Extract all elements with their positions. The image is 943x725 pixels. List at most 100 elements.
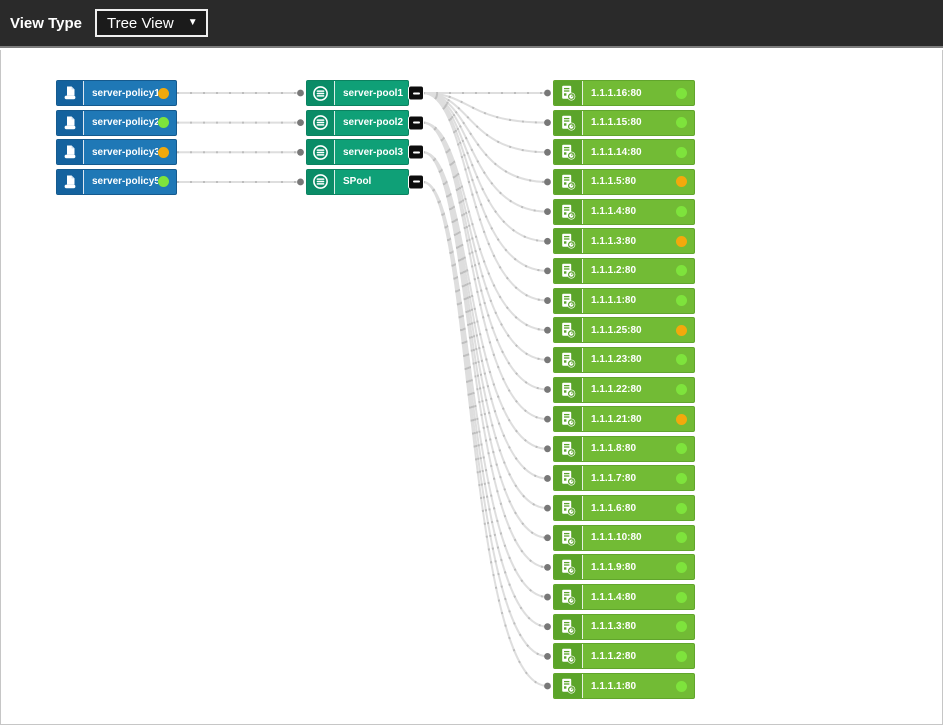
server-address-label: 1.1.1.9:80 <box>591 561 637 573</box>
real-server-node[interactable]: 1.1.1.2:80 <box>553 643 695 670</box>
policy-status-dot <box>158 176 169 188</box>
server-status-icon <box>554 555 583 580</box>
server-status-icon <box>554 644 583 669</box>
server-status-icon <box>554 258 583 283</box>
real-server-node[interactable]: 1.1.1.22:80 <box>553 376 695 403</box>
policy-label: server-policy2 <box>92 117 158 129</box>
real-server-node[interactable]: 1.1.1.5:80 <box>553 168 695 195</box>
pool-list-circle-icon <box>307 140 335 165</box>
real-server-node[interactable]: 1.1.1.7:80 <box>553 465 695 492</box>
server-address-label: 1.1.1.23:80 <box>591 354 642 366</box>
real-server-node[interactable]: 1.1.1.3:80 <box>553 228 695 255</box>
server-status-icon <box>554 140 583 165</box>
collapse-minus-button[interactable] <box>408 174 424 190</box>
server-status-dot <box>676 324 687 336</box>
toolbar: View Type Tree View ▼ <box>0 0 943 48</box>
server-pool-node[interactable]: server-pool2 <box>306 109 424 136</box>
real-server-node[interactable]: 1.1.1.2:80 <box>553 257 695 284</box>
real-server-node[interactable]: 1.1.1.8:80 <box>553 435 695 462</box>
real-server-node[interactable]: 1.1.1.14:80 <box>553 139 695 166</box>
policy-document-icon <box>57 81 84 105</box>
collapse-minus-button[interactable] <box>408 115 424 131</box>
real-server-node[interactable]: 1.1.1.3:80 <box>553 613 695 640</box>
server-address-label: 1.1.1.25:80 <box>591 324 642 336</box>
server-status-dot <box>676 117 687 129</box>
server-status-dot <box>676 235 687 247</box>
policy-status-dot <box>158 117 169 129</box>
real-server-node[interactable]: 1.1.1.23:80 <box>553 346 695 373</box>
server-status-dot <box>676 87 687 99</box>
server-address-label: 1.1.1.3:80 <box>591 235 637 247</box>
server-address-label: 1.1.1.14:80 <box>591 146 642 158</box>
minus-icon <box>412 92 420 94</box>
real-server-node[interactable]: 1.1.1.1:80 <box>553 287 695 314</box>
policy-document-icon <box>57 169 84 194</box>
server-policy-node[interactable]: server-policy2 <box>56 109 177 136</box>
real-server-node[interactable]: 1.1.1.4:80 <box>553 198 695 225</box>
server-address-label: 1.1.1.21:80 <box>591 413 642 425</box>
server-status-dot <box>676 176 687 188</box>
policy-status-dot <box>158 87 169 99</box>
server-policy-node[interactable]: server-policy5 <box>56 168 177 195</box>
real-server-node[interactable]: 1.1.1.10:80 <box>553 524 695 551</box>
server-policy-node[interactable]: server-policy1 <box>56 80 177 106</box>
pool-label: server-pool2 <box>343 117 404 129</box>
server-status-icon <box>554 407 583 432</box>
server-status-icon <box>554 466 583 491</box>
server-pool-node[interactable]: server-pool1 <box>306 80 424 106</box>
server-status-dot <box>676 502 687 514</box>
policy-document-icon <box>57 140 84 165</box>
pool-list-circle-icon <box>307 81 335 105</box>
server-status-dot <box>676 621 687 633</box>
real-server-node[interactable]: 1.1.1.9:80 <box>553 554 695 581</box>
server-status-icon <box>554 436 583 461</box>
view-type-label: View Type <box>10 14 82 32</box>
server-status-icon <box>554 496 583 521</box>
collapse-minus-button[interactable] <box>408 85 424 101</box>
server-address-label: 1.1.1.15:80 <box>591 117 642 129</box>
chevron-down-icon: ▼ <box>187 17 198 28</box>
server-status-icon <box>554 585 583 610</box>
server-status-icon <box>554 525 583 550</box>
server-status-dot <box>676 680 687 692</box>
server-address-label: 1.1.1.6:80 <box>591 502 637 514</box>
real-server-node[interactable]: 1.1.1.15:80 <box>553 109 695 136</box>
minus-icon <box>412 180 420 183</box>
view-type-select[interactable]: Tree View ▼ <box>94 9 208 37</box>
server-address-label: 1.1.1.4:80 <box>591 206 637 218</box>
real-server-node[interactable]: 1.1.1.4:80 <box>553 584 695 611</box>
server-status-dot <box>676 472 687 484</box>
server-policy-node[interactable]: server-policy3 <box>56 139 177 166</box>
server-pool-node[interactable]: server-pool3 <box>306 139 424 166</box>
real-server-node[interactable]: 1.1.1.6:80 <box>553 495 695 522</box>
policy-label: server-policy5 <box>92 176 158 188</box>
collapse-minus-button[interactable] <box>408 144 424 160</box>
server-status-icon <box>554 110 583 135</box>
server-status-dot <box>676 384 687 395</box>
minus-icon <box>412 151 420 154</box>
server-status-dot <box>676 295 687 307</box>
pool-label: SPool <box>343 176 372 188</box>
server-status-icon <box>554 199 583 224</box>
server-pool-node[interactable]: SPool <box>306 168 424 195</box>
server-status-icon <box>554 377 583 402</box>
server-status-dot <box>676 206 687 218</box>
real-server-node[interactable]: 1.1.1.1:80 <box>553 673 695 699</box>
real-server-node[interactable]: 1.1.1.16:80 <box>553 80 695 106</box>
server-status-icon <box>554 614 583 639</box>
policy-label: server-policy3 <box>92 146 158 158</box>
server-address-label: 1.1.1.1:80 <box>591 295 637 307</box>
server-status-icon <box>554 169 583 194</box>
real-server-node[interactable]: 1.1.1.21:80 <box>553 406 695 433</box>
server-address-label: 1.1.1.2:80 <box>591 265 637 277</box>
server-address-label: 1.1.1.10:80 <box>591 532 642 544</box>
server-status-dot <box>676 532 687 544</box>
policy-label: server-policy1 <box>92 87 158 99</box>
server-status-icon <box>554 347 583 372</box>
real-server-node[interactable]: 1.1.1.25:80 <box>553 317 695 344</box>
server-status-icon <box>554 81 583 105</box>
server-status-dot <box>676 413 687 425</box>
server-address-label: 1.1.1.2:80 <box>591 650 637 662</box>
